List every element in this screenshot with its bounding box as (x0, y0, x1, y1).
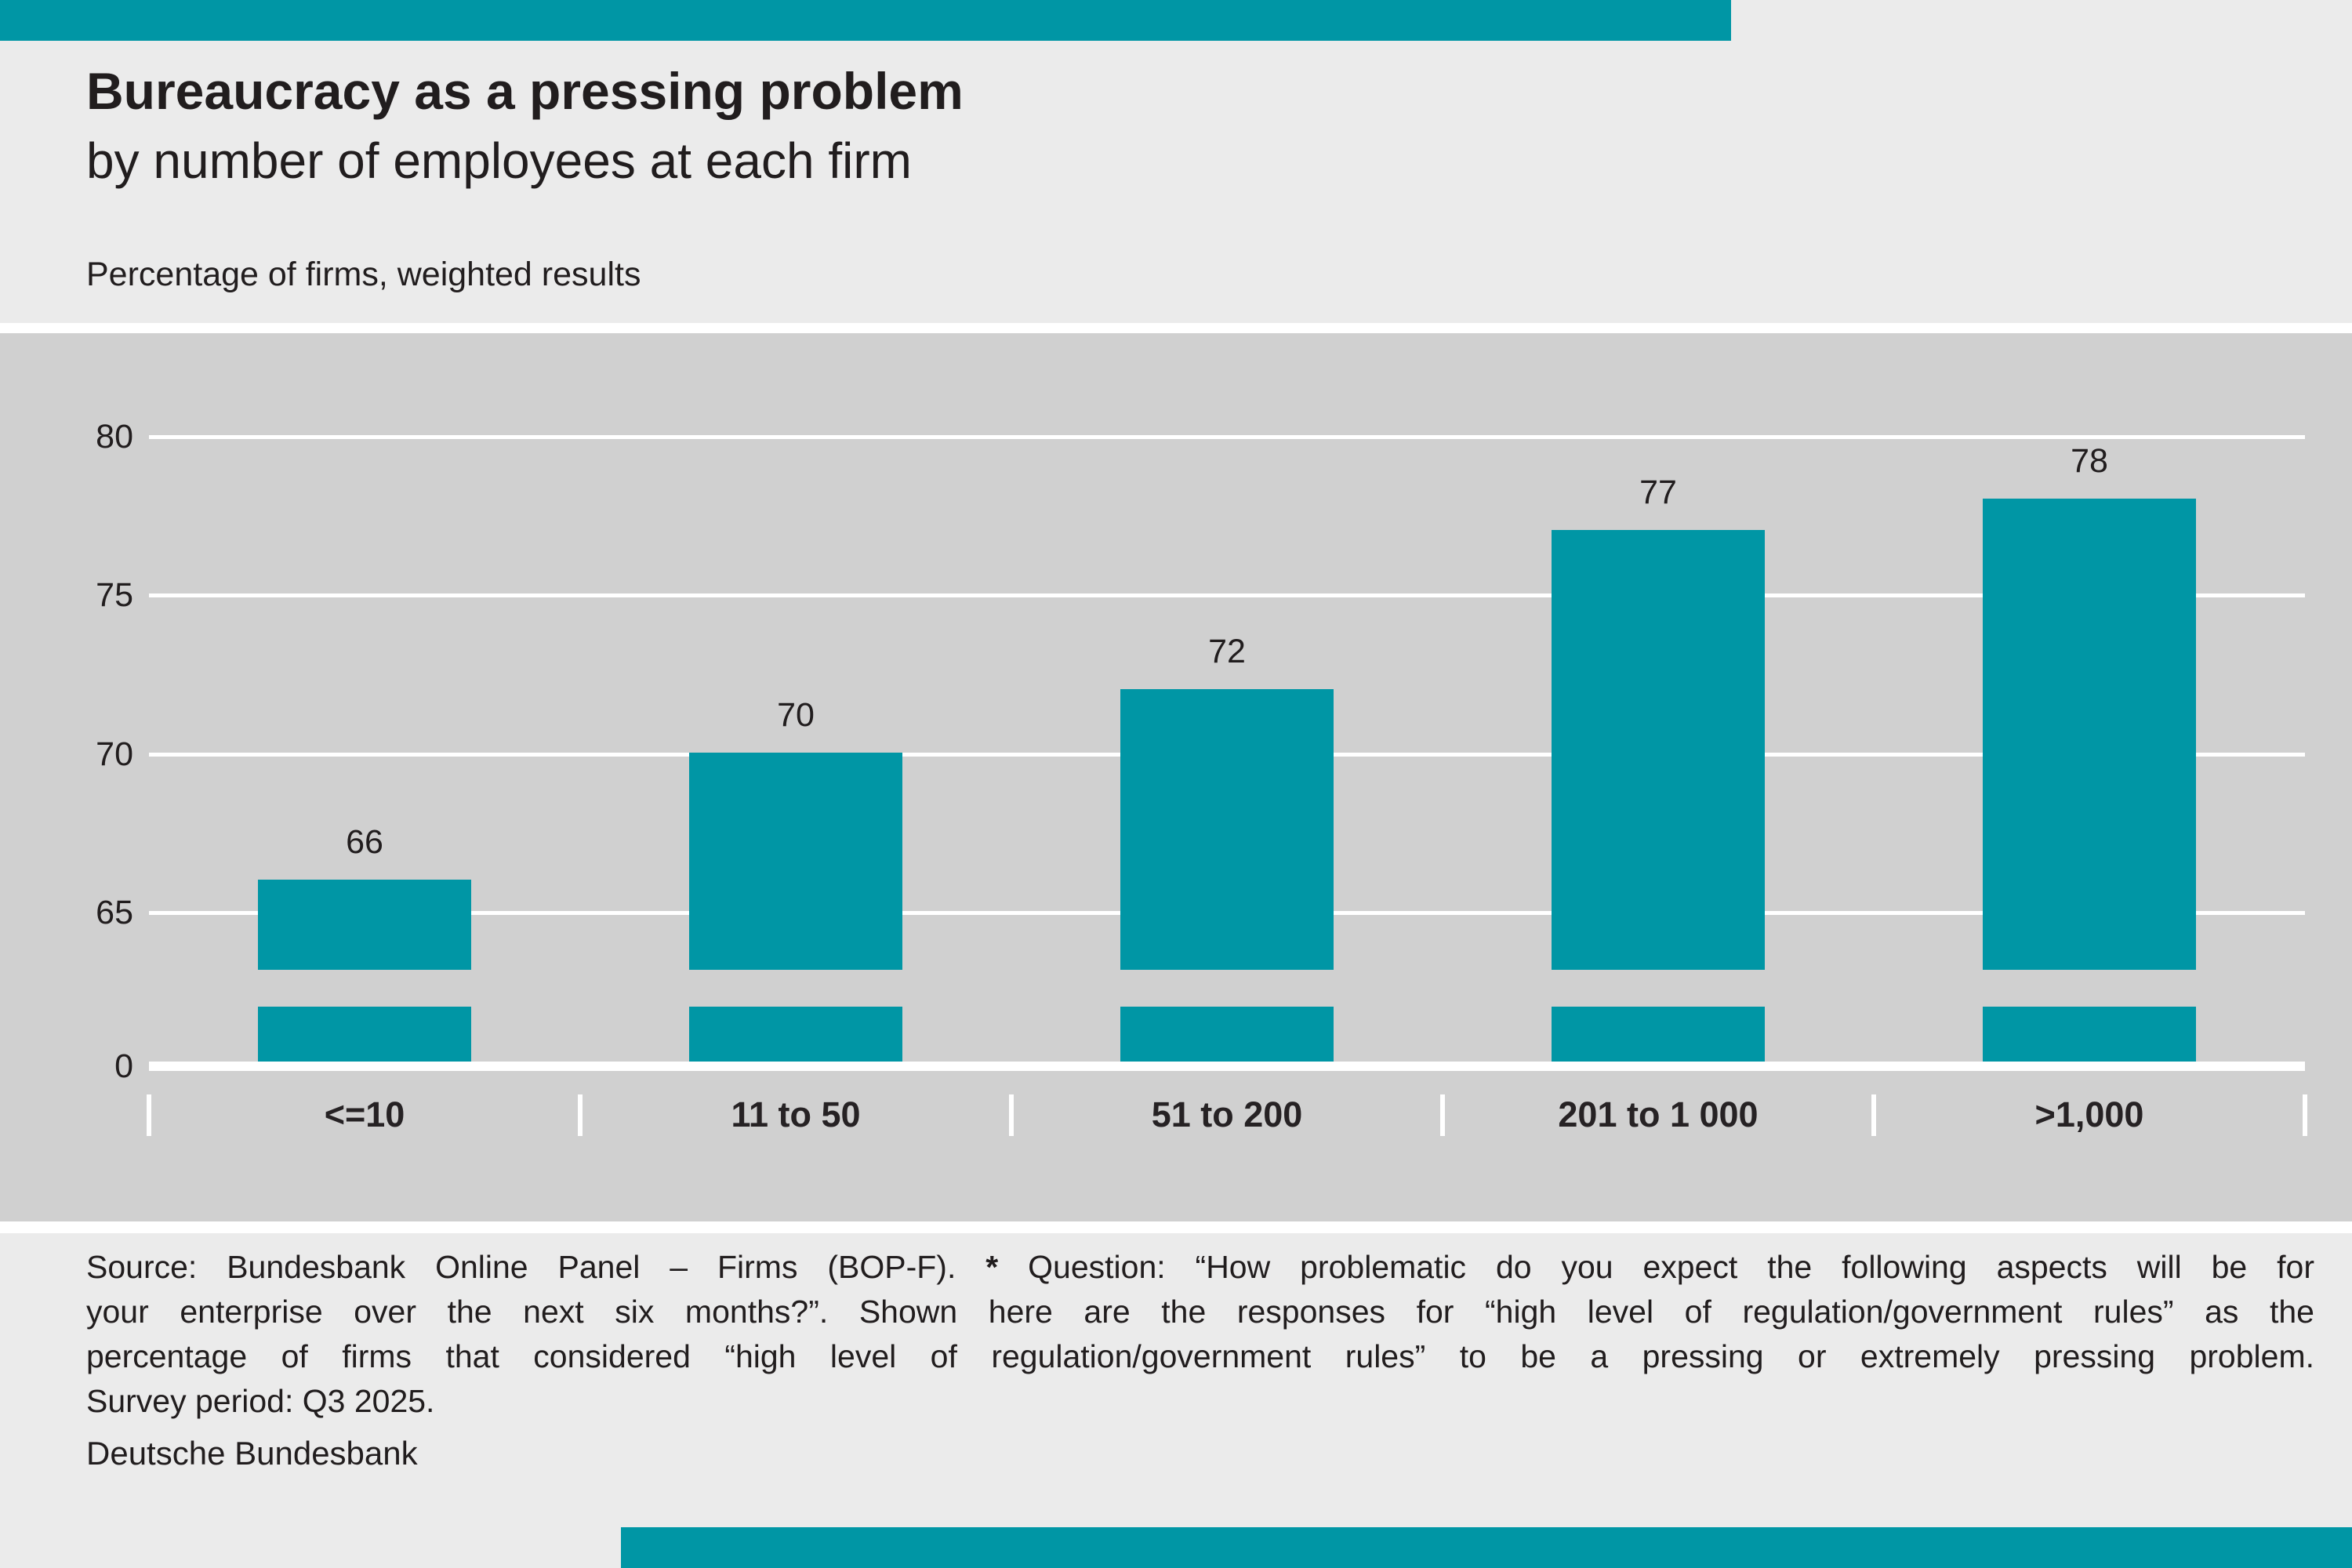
footnote-asterisk: * (985, 1249, 999, 1285)
publisher-name: Deutsche Bundesbank (86, 1435, 418, 1472)
y-tick-label-80: 80 (96, 418, 133, 456)
bar-value-label-0: 66 (346, 823, 383, 861)
bar-4-main (1983, 499, 2196, 970)
brand-bar-bottom (621, 1527, 2352, 1568)
y-tick-label-65: 65 (96, 894, 133, 931)
x-tick-label-4: >1,000 (2034, 1094, 2144, 1134)
bar-value-label-2: 72 (1208, 633, 1246, 670)
bar-value-label-4: 78 (2071, 442, 2108, 480)
footnote-question-text: Question: “How problematic do you expect… (998, 1249, 2314, 1285)
x-tick-label-2: 51 to 200 (1151, 1094, 1303, 1134)
x-axis-tick-0 (147, 1094, 151, 1136)
separator-bottom (0, 1221, 2352, 1233)
x-axis-tick-2 (1009, 1094, 1014, 1136)
bar-0-stub (258, 1007, 471, 1062)
footnote-source-text: Source: Bundesbank Online Panel – Firms … (86, 1249, 986, 1285)
x-tick-label-0: <=10 (324, 1094, 405, 1134)
plot-area: 0 65 70 75 80 66 <=10 70 11 to 50 72 51 to 200 77 20… (0, 333, 2352, 1221)
bar-1-stub (689, 1007, 902, 1062)
bar-2-stub (1120, 1007, 1334, 1062)
bar-1-main (689, 753, 902, 970)
bar-3-main (1552, 530, 1765, 970)
x-axis-tick-5 (2303, 1094, 2307, 1136)
chart-subtitle: by number of employees at each firm (86, 132, 912, 189)
bar-value-label-1: 70 (777, 696, 815, 734)
unit-note: Percentage of firms, weighted results (86, 256, 641, 293)
bar-value-label-3: 77 (1639, 474, 1677, 511)
x-axis-tick-1 (578, 1094, 583, 1136)
x-axis-tick-3 (1440, 1094, 1445, 1136)
y-tick-label-70: 70 (96, 735, 133, 773)
bar-2-main (1120, 689, 1334, 970)
chart-title: Bureaucracy as a pressing problem (86, 62, 964, 120)
footnote-line-4: Survey period: Q3 2025. (86, 1383, 435, 1419)
separator-top (0, 323, 2352, 333)
y-tick-label-75: 75 (96, 576, 133, 614)
gridline-75 (149, 593, 2305, 597)
gridline-80 (149, 435, 2305, 439)
bar-4-stub (1983, 1007, 2196, 1062)
footnote-line-2: your enterprise over the next six months… (86, 1294, 2314, 1330)
y-tick-label-0: 0 (114, 1047, 133, 1085)
x-tick-label-1: 11 to 50 (731, 1094, 861, 1134)
bar-3-stub (1552, 1007, 1765, 1062)
footnote-line-1: Source: Bundesbank Online Panel – Firms … (86, 1245, 2314, 1290)
x-tick-label-3: 201 to 1 000 (1558, 1094, 1759, 1134)
footnote-line-3: percentage of firms that considered “hig… (86, 1338, 2314, 1374)
x-axis-tick-4 (1871, 1094, 1876, 1136)
bar-0-main (258, 880, 471, 970)
x-axis-baseline (149, 1062, 2305, 1071)
brand-bar-top (0, 0, 1731, 41)
footnote: Source: Bundesbank Online Panel – Firms … (86, 1245, 2314, 1424)
